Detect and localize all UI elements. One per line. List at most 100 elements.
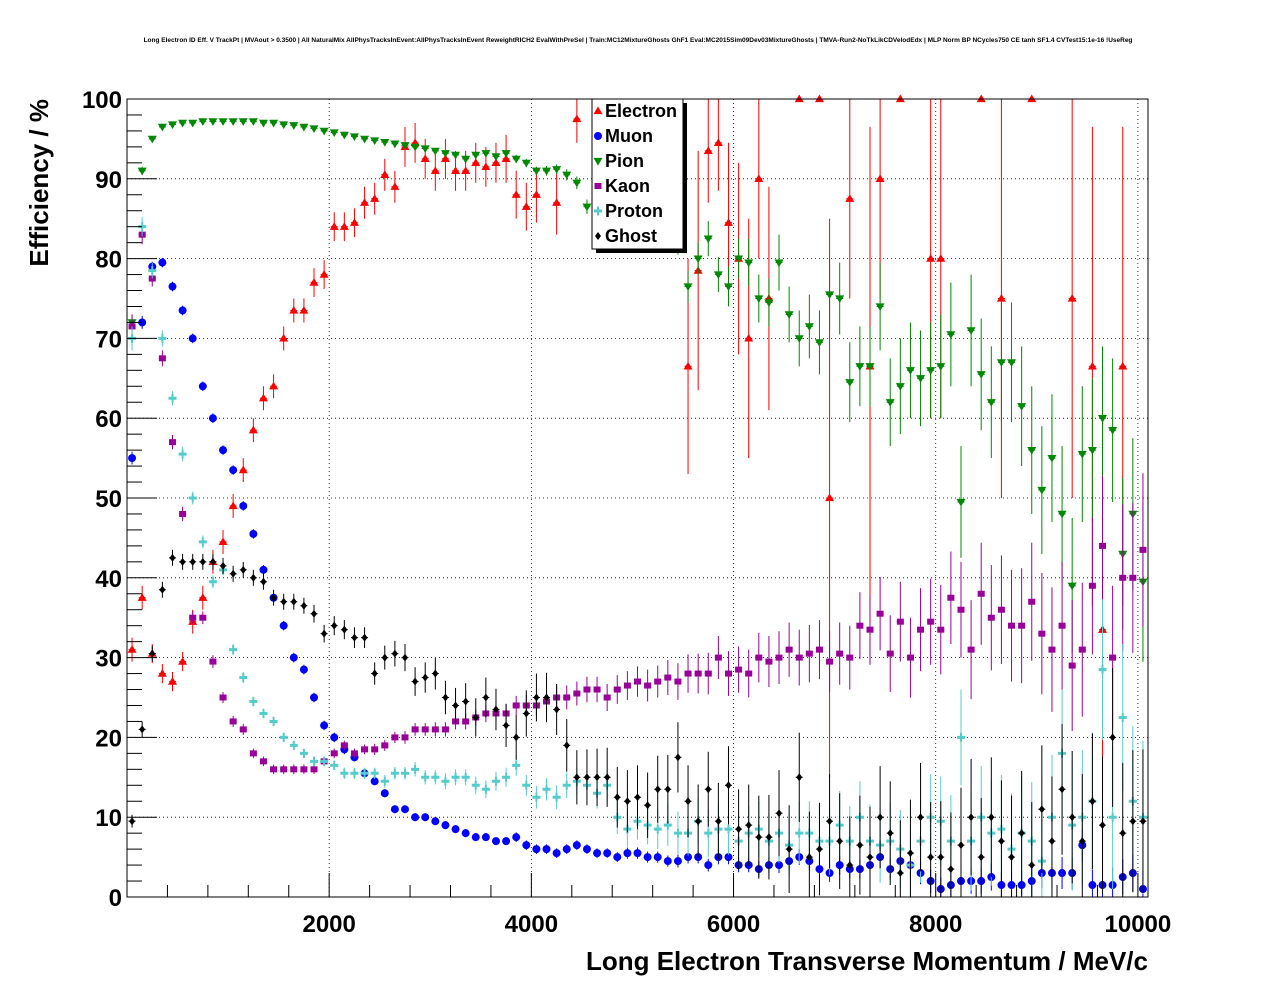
y-tick-label: 80 — [95, 247, 122, 274]
series-kaon-point — [371, 746, 379, 753]
series-kaon-point — [775, 654, 783, 661]
series-proton-point — [502, 772, 511, 782]
series-kaon-point — [876, 610, 884, 617]
series-electron-point — [157, 669, 167, 677]
series-kaon-point — [1129, 574, 1137, 581]
series-electron-point — [370, 194, 380, 202]
series-muon-point — [653, 853, 662, 862]
series-muon-point — [390, 805, 399, 814]
series-ghost-point — [442, 693, 449, 702]
series-proton-point — [330, 760, 339, 770]
series-muon-point — [259, 565, 268, 574]
series-pion-point — [764, 299, 774, 307]
series-muon-point — [320, 721, 329, 730]
series-muon-point — [603, 849, 612, 858]
series-pion-point — [1057, 510, 1067, 519]
series-proton-point — [481, 784, 490, 794]
series-kaon-point — [462, 718, 470, 725]
series-proton-point — [310, 756, 319, 766]
series-pion-point — [895, 383, 905, 391]
series-proton-point — [795, 828, 804, 838]
series-ghost-point — [796, 773, 803, 782]
series-ghost-point — [412, 677, 419, 686]
series-kaon-point — [179, 510, 187, 517]
series-ghost-point — [472, 713, 479, 722]
series-proton-point — [653, 824, 662, 834]
series-ghost-point — [422, 673, 429, 682]
series-electron-point — [349, 218, 359, 226]
series-pion-point — [916, 375, 926, 383]
series-pion-point — [1007, 359, 1017, 367]
series-muon-point — [724, 853, 733, 862]
series-pion-point — [804, 323, 814, 331]
series-kaon-point — [563, 694, 571, 701]
series-proton-point — [522, 780, 531, 790]
series-muon-point — [502, 837, 511, 846]
series-muon-point — [441, 821, 450, 830]
series-kaon-point — [1139, 546, 1147, 553]
series-ghost-point — [594, 773, 601, 782]
series-kaon-point — [421, 726, 429, 733]
series-electron-point — [1067, 294, 1077, 302]
series-electron-point — [380, 170, 390, 178]
series-kaon-point — [1028, 598, 1036, 605]
series-pion-point — [683, 283, 693, 292]
series-ghost-point — [705, 785, 712, 794]
series-kaon-point — [199, 614, 207, 621]
series-kaon-point — [249, 750, 257, 757]
series-muon-point — [684, 853, 693, 862]
series-electron-point — [198, 593, 208, 601]
series-proton-point — [370, 768, 379, 778]
series-muon-point — [593, 849, 602, 858]
series-pion-point — [986, 399, 996, 407]
series-ghost-point — [1089, 797, 1096, 806]
series-electron-point — [238, 465, 248, 474]
series-ghost-point — [1109, 733, 1116, 742]
series-proton-point — [1098, 665, 1107, 675]
series-pion-point — [784, 311, 794, 319]
series-pion-point — [774, 259, 784, 268]
series-ghost-point — [654, 785, 661, 794]
series-muon-point — [461, 829, 470, 838]
series-pion-point — [521, 159, 531, 168]
series-ghost-point — [250, 573, 257, 582]
series-muon-point — [522, 841, 531, 850]
series-muon-point — [663, 857, 672, 866]
legend-pion-label: Pion — [605, 151, 644, 171]
series-kaon-point — [623, 682, 631, 689]
series-ghost-point — [685, 797, 692, 806]
series-kaon-point — [350, 750, 358, 757]
series-electron-point — [279, 333, 289, 342]
series-kaon-point — [158, 355, 166, 362]
series-pion-point — [511, 155, 521, 164]
series-ghost-point — [836, 837, 843, 846]
series-kaon-point — [209, 658, 217, 665]
series-muon-point — [542, 845, 551, 854]
series-proton-point — [663, 820, 672, 830]
y-tick-label: 50 — [95, 486, 122, 513]
series-electron-point — [471, 158, 481, 166]
series-ghost-point — [280, 597, 287, 606]
series-pion-point — [238, 118, 248, 126]
legend-muon-point — [594, 132, 602, 140]
series-kaon-point — [765, 658, 773, 665]
series-kaon-point — [826, 658, 834, 665]
series-ghost-point — [482, 693, 489, 702]
series-ghost-point — [1119, 829, 1126, 838]
series-muon-point — [1058, 869, 1067, 878]
series-proton-point — [259, 708, 268, 718]
series-kaon-point — [583, 686, 591, 693]
series-ghost-point — [806, 853, 813, 862]
series-proton-point — [188, 493, 197, 503]
series-pion-point — [1047, 454, 1057, 463]
axis-ticks: 2000 4000 6000 8000 10000 0 10 20 30 40 50 60 70 80 90… — [82, 87, 1171, 938]
series-muon-point — [552, 849, 561, 858]
series-pion-point — [976, 371, 986, 379]
series-pion-point — [926, 367, 936, 375]
series-kaon-point — [219, 694, 227, 701]
series-ghost-point — [887, 829, 894, 838]
series-electron-point — [178, 657, 188, 665]
y-tick-label: 20 — [95, 725, 122, 752]
series-pion-point — [481, 150, 491, 158]
x-axis-title: Long Electron Transverse Momentum / MeV/… — [586, 946, 1148, 976]
